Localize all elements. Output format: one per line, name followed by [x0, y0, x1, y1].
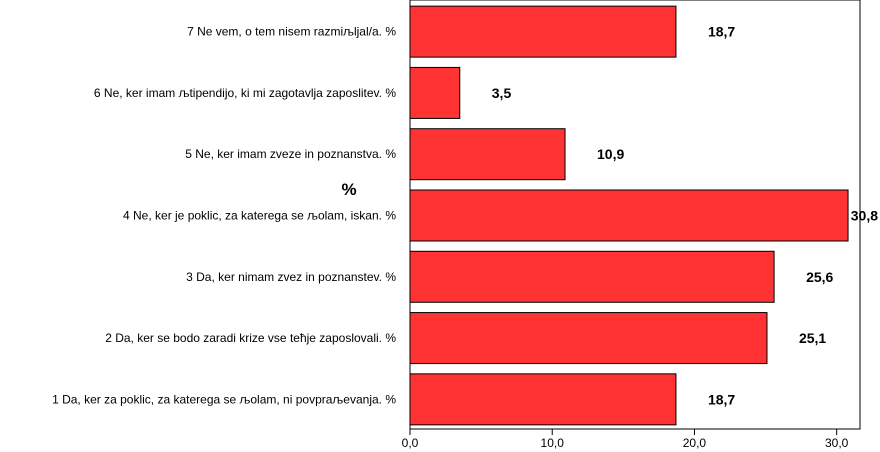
category-label-5: 5 Ne, ker imam zveze in poznanstva. % — [185, 147, 396, 161]
x-tick-label-0: 0,0 — [402, 436, 419, 450]
bar-4 — [409, 189, 849, 242]
bar-1 — [409, 373, 677, 426]
value-label-3: 25,6 — [806, 269, 833, 285]
category-label-1: 1 Da, ker za poklic, za katerega se љola… — [52, 392, 396, 406]
category-label-3: 3 Da, ker nimam zvez in poznanstev. % — [186, 270, 396, 284]
category-label-2: 2 Da, ker se bodo zaradi krize vse teћje… — [105, 331, 396, 345]
bars-group — [409, 5, 849, 426]
value-label-2: 25,1 — [799, 330, 826, 346]
category-label-4: 4 Ne, ker je poklic, za katerega se љola… — [123, 209, 396, 223]
value-label-1: 18,7 — [708, 391, 735, 407]
x-tick-label-3: 30,0 — [825, 436, 849, 450]
bar-5 — [409, 128, 566, 181]
category-label-7: 7 Ne vem, o tem nisem razmiљljal/a. % — [187, 25, 396, 39]
value-label-6: 3,5 — [492, 85, 512, 101]
x-tick-label-2: 20,0 — [683, 436, 707, 450]
value-label-7: 18,7 — [708, 24, 735, 40]
bar-7 — [409, 5, 677, 58]
x-tick-label-1: 10,0 — [541, 436, 565, 450]
bar-6 — [409, 66, 461, 119]
x-axis: 0,0 10,0 20,0 30,0 — [402, 429, 849, 450]
value-labels: 18,7 3,5 10,9 30,8 25,6 25,1 18,7 — [492, 24, 878, 408]
category-label-6: 6 Ne, ker imam љtipendijo, ki mi zagotav… — [94, 86, 396, 100]
value-label-5: 10,9 — [597, 146, 624, 162]
bar-3 — [409, 250, 775, 303]
value-label-4: 30,8 — [851, 208, 878, 224]
bar-2 — [409, 312, 768, 365]
y-axis-label: % — [341, 180, 356, 199]
category-labels: 7 Ne vem, o tem nisem razmiљljal/a. % 6 N… — [52, 25, 396, 407]
